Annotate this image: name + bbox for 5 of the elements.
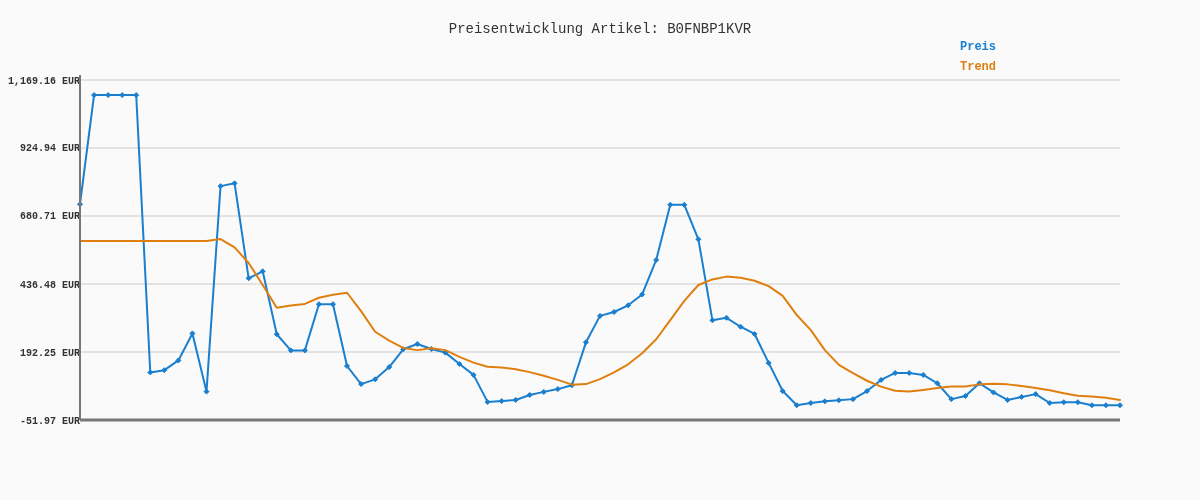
y-tick-label: -51.97 EUR bbox=[19, 415, 80, 427]
line-series bbox=[79, 238, 1121, 401]
text: Preis bbox=[960, 40, 997, 54]
text: Trend bbox=[960, 60, 997, 74]
chart-title: Preisentwicklung Artikel: B0FNBP1KVR bbox=[448, 21, 752, 37]
